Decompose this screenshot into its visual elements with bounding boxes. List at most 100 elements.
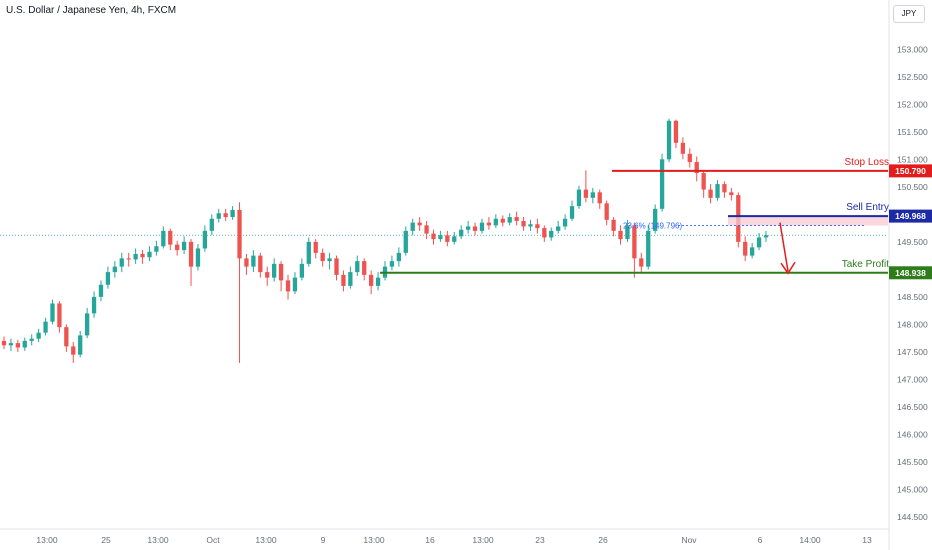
- y-tick-label: 145.500: [897, 457, 928, 467]
- candle-body: [396, 252, 402, 262]
- candle-body: [8, 343, 14, 346]
- entry-price-tag: [889, 209, 932, 223]
- candle-body: [445, 235, 450, 242]
- candle-body: [632, 225, 637, 259]
- down-arrow-head: [780, 261, 796, 275]
- chart-title: U.S. Dollar / Japanese Yen, 4h, FXCM: [6, 5, 177, 16]
- price-axis: 153.000 152.500 152.000 151.500 151.000 150.5…: [888, 0, 932, 550]
- y-tick-label: 152.000: [897, 99, 928, 109]
- candle-body: [272, 263, 277, 278]
- candle-body: [763, 235, 769, 238]
- x-tick-label: Nov: [681, 535, 697, 545]
- candle-body: [119, 258, 124, 267]
- candle-body: [694, 162, 699, 174]
- candle-body: [43, 321, 48, 333]
- candle-body: [78, 335, 83, 355]
- candle-body: [244, 258, 249, 267]
- x-tick-label: 13:00: [255, 535, 277, 545]
- target-price-value: 148.938: [895, 268, 926, 278]
- candle-body: [500, 218, 505, 223]
- candle-body: [175, 244, 180, 251]
- candle-body: [701, 173, 706, 190]
- candle-body: [64, 327, 69, 347]
- candle-body: [348, 272, 353, 286]
- x-tick-label: 6: [758, 535, 763, 545]
- candle-body: [202, 230, 208, 249]
- candle-body: [181, 241, 187, 251]
- candle-body: [91, 296, 97, 314]
- stop-label: Stop Loss: [845, 157, 889, 168]
- candle-body: [15, 343, 21, 348]
- candle-body: [223, 213, 228, 218]
- candle-body: [36, 332, 41, 339]
- candle-body: [230, 209, 235, 218]
- candle-body: [659, 159, 665, 209]
- candle-body: [528, 224, 533, 227]
- x-tick-label: 9: [321, 535, 326, 545]
- candle-body: [673, 120, 679, 143]
- x-tick-label: 13:00: [363, 535, 385, 545]
- candle-body: [743, 241, 748, 256]
- candle-body: [569, 206, 575, 219]
- candle-body: [715, 184, 720, 198]
- sell-zone: [728, 216, 888, 226]
- x-tick-label: 13:00: [147, 535, 169, 545]
- candle-body: [549, 230, 554, 238]
- candle-body: [112, 266, 117, 273]
- candle-body: [583, 189, 589, 198]
- y-tick-label: 144.500: [897, 512, 928, 522]
- candle-body: [50, 303, 55, 322]
- y-tick-label: 146.000: [897, 429, 928, 439]
- y-tick-label: 150.500: [897, 182, 928, 192]
- x-tick-label: 13:00: [36, 535, 58, 545]
- y-tick-label: 147.000: [897, 374, 928, 384]
- candle-body: [133, 253, 138, 260]
- candle-body: [646, 230, 651, 267]
- candle-body: [410, 222, 415, 231]
- candle-body: [639, 258, 644, 267]
- stop-price-value: 150.790: [895, 166, 926, 176]
- candle-body: [493, 218, 498, 226]
- candle-body: [507, 217, 512, 223]
- y-tick-label: 148.500: [897, 292, 928, 302]
- candle-body: [355, 261, 360, 273]
- target-price-tag: [889, 266, 932, 280]
- candle-body: [535, 224, 540, 229]
- candle-body: [625, 225, 630, 240]
- candle-body: [195, 248, 201, 267]
- x-tick-label: 23: [535, 535, 545, 545]
- candle-body: [278, 263, 284, 281]
- candle-body: [285, 280, 291, 292]
- candle-body: [729, 192, 734, 196]
- candle-body: [265, 272, 270, 278]
- y-tick-label: 149.500: [897, 237, 928, 247]
- candle-body: [756, 237, 762, 248]
- candle-body: [341, 274, 346, 286]
- entry-label: Sell Entry: [846, 202, 889, 213]
- candle-body: [209, 218, 214, 231]
- y-tick-label: 153.000: [897, 44, 928, 54]
- x-tick-label: 25: [101, 535, 111, 545]
- candle-body: [556, 226, 561, 231]
- y-tick-label: 146.500: [897, 402, 928, 412]
- candle-body: [320, 252, 325, 262]
- candle-body: [618, 230, 623, 240]
- candle-body: [479, 222, 485, 231]
- down-arrow-shaft: [779, 222, 789, 272]
- candle-body: [653, 208, 658, 231]
- candle-body: [306, 241, 311, 264]
- candle-body: [71, 346, 76, 355]
- candle-body: [562, 218, 568, 227]
- candle-body: [604, 203, 609, 220]
- x-tick-label: 13: [862, 535, 872, 545]
- currency-selector[interactable]: JPY: [893, 5, 925, 23]
- fib-label: 23.6% (149.796): [623, 222, 682, 231]
- candle-body: [368, 274, 374, 286]
- candle-body: [105, 272, 111, 285]
- candle-body: [611, 219, 616, 231]
- candle-body: [590, 192, 595, 198]
- candle-body: [438, 235, 443, 240]
- candle-body: [126, 258, 131, 260]
- x-tick-label: Oct: [206, 535, 220, 545]
